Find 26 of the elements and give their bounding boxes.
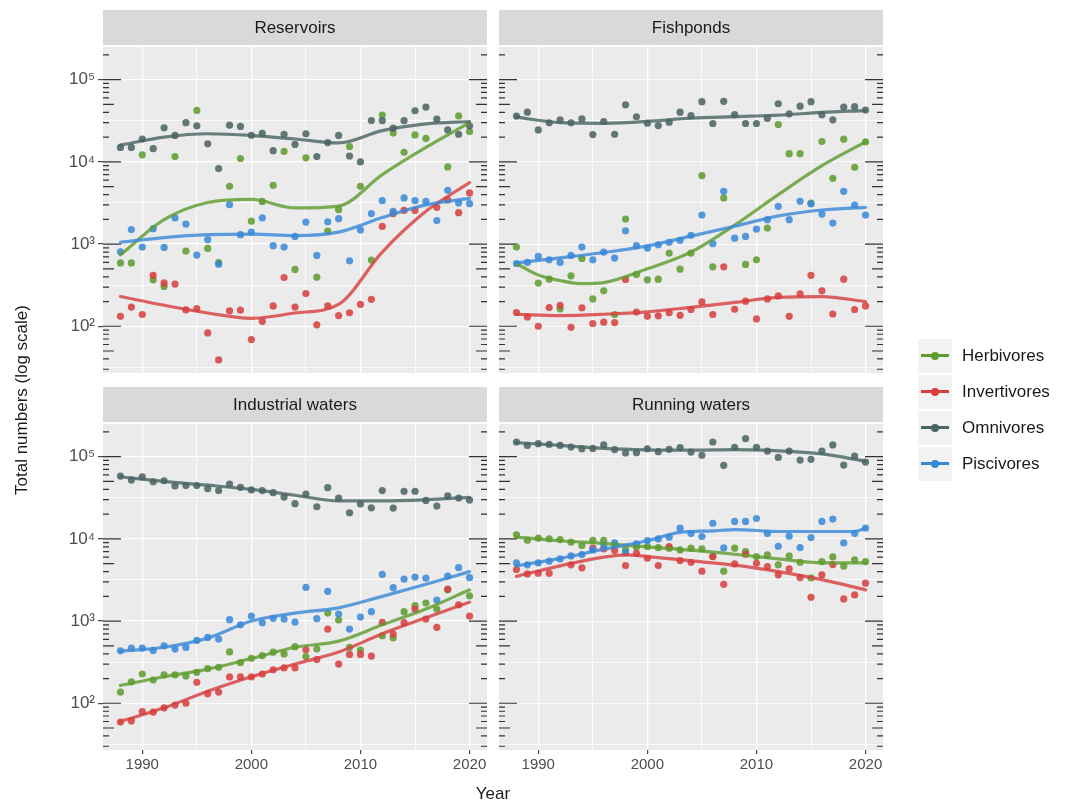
chart-title: Industrial waters (103, 387, 487, 422)
y-tick-label: 10⁴ (68, 528, 95, 548)
y-tick-label: 10² (70, 315, 96, 335)
y-tick-label: 10³ (70, 233, 96, 253)
x-tick-label: 2020 (452, 755, 487, 773)
x-tick-label: 1990 (125, 755, 159, 773)
legend-label: Omnivores (962, 418, 1045, 438)
x-tick-label: 1990 (521, 755, 555, 773)
chart-title: Reservoirs (103, 10, 487, 45)
x-tick-label: 2010 (343, 755, 378, 773)
y-tick-label: 10⁴ (68, 151, 95, 171)
y-tick-label: 10³ (70, 610, 96, 630)
y-axis-title: Total numbers (log scale) (12, 304, 32, 497)
x-tick-label: 2010 (739, 755, 774, 773)
x-tick-label: 2000 (234, 755, 269, 773)
legend-label: Invertivores (962, 382, 1050, 402)
x-tick-label: 2020 (848, 755, 883, 773)
y-tick-label: 10⁵ (69, 69, 95, 89)
x-tick-label: 2000 (630, 755, 665, 773)
y-tick-label: 10⁵ (69, 446, 95, 466)
chart-title: Running waters (499, 387, 883, 422)
legend-label: Herbivores (962, 346, 1045, 366)
legend-label: Piscivores (962, 454, 1040, 474)
chart-title: Fishponds (499, 10, 883, 45)
y-tick-label: 10² (70, 692, 96, 712)
x-axis-title: Year (474, 784, 512, 804)
